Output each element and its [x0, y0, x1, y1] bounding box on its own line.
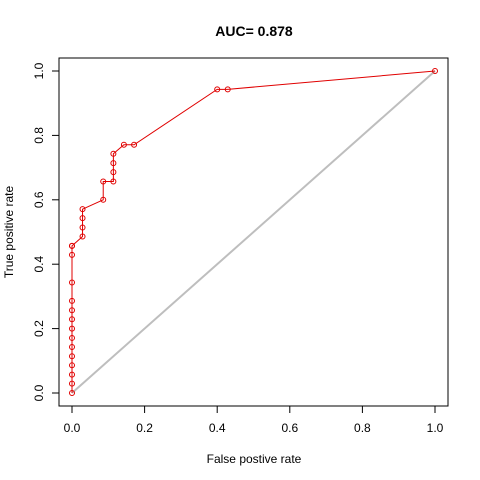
y-tick-label: 0.8 [32, 127, 46, 144]
x-tick-label: 1.0 [427, 421, 444, 435]
roc-point [69, 242, 75, 249]
y-tick-label: 0.4 [32, 256, 46, 273]
roc-point [110, 178, 117, 185]
y-tick-label: 1.0 [32, 62, 46, 79]
x-tick-label: 0.6 [281, 421, 298, 435]
roc-point [79, 224, 86, 231]
roc-point [69, 343, 75, 350]
roc-point [69, 279, 75, 286]
x-axis-title: False postive rate [207, 452, 302, 466]
x-axis: 0.0 0.2 0.4 0.6 0.8 1.0 [64, 405, 444, 435]
roc-point [214, 86, 221, 93]
series-layer [69, 68, 438, 396]
y-tick-label: 0.6 [32, 191, 46, 208]
roc-point [110, 150, 117, 157]
roc-point [224, 86, 231, 93]
roc-point [69, 334, 75, 341]
chart-title: AUC= 0.878 [215, 23, 293, 39]
roc-curve-line [71, 70, 436, 393]
roc-point [69, 362, 75, 369]
roc-point [432, 68, 438, 74]
roc-point [69, 297, 75, 304]
x-tick-label: 0.8 [354, 421, 371, 435]
roc-point [69, 390, 75, 396]
roc-point [69, 371, 75, 378]
roc-point [110, 160, 117, 167]
roc-point [120, 141, 127, 148]
y-axis-title: True positive rate [2, 186, 16, 279]
x-tick-label: 0.2 [136, 421, 153, 435]
roc-point [79, 215, 86, 222]
roc-point [110, 169, 117, 176]
x-tick-label: 0.0 [64, 421, 81, 435]
x-tick-label: 0.4 [209, 421, 226, 435]
roc-point [69, 251, 75, 258]
roc-point [79, 206, 86, 213]
y-tick-label: 0.2 [32, 320, 46, 337]
roc-point [69, 353, 75, 360]
roc-point [69, 316, 75, 323]
roc-point [100, 178, 107, 185]
roc-point [69, 325, 75, 332]
roc-point [79, 233, 86, 240]
y-tick-label: 0.0 [32, 384, 46, 401]
roc-point [131, 141, 138, 148]
roc-point [100, 196, 107, 203]
roc-point [69, 307, 75, 314]
reference-diagonal-line [71, 70, 436, 394]
y-axis: 0.0 0.2 0.4 0.6 0.8 1.0 [32, 62, 60, 401]
roc-point [69, 380, 75, 387]
